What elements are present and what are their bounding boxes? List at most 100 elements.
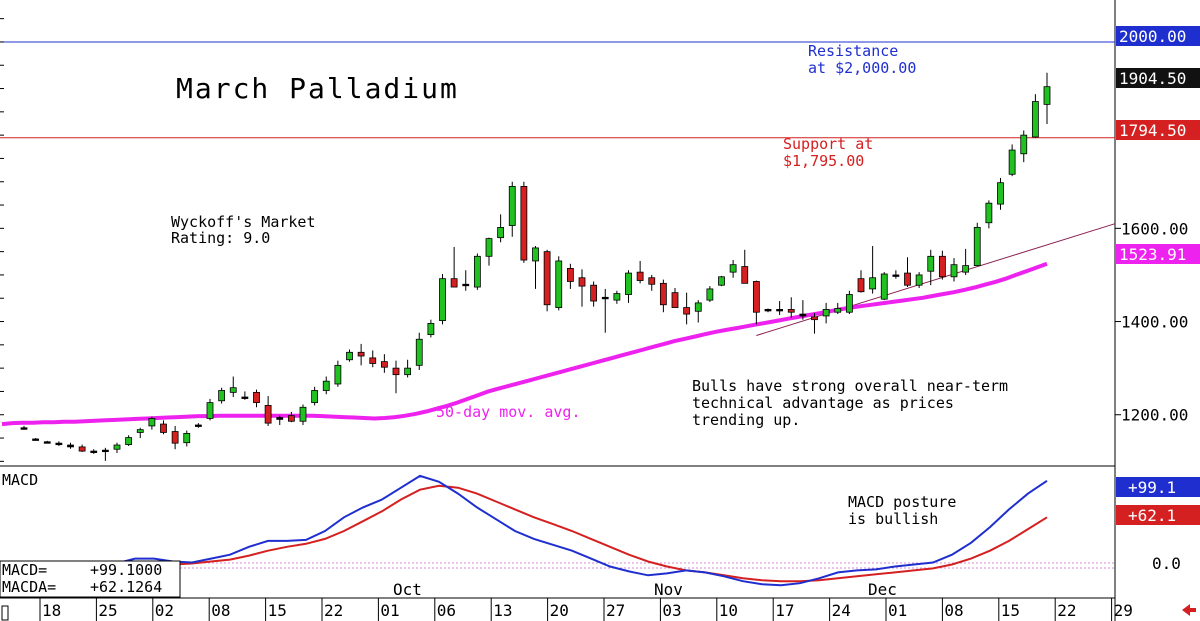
candle-up [985,202,993,224]
date-tick-label: 27 [606,601,625,620]
last-price-tag: 1904.50 [1116,68,1200,88]
price-tick-label: 1400.00 [1121,313,1188,332]
date-axis-ticks: 18 25 02 08 15 22 01 06 13 20 27 03 10 17 24 01 08 15 22 29 [39,598,1133,621]
candle-up [427,323,435,335]
candle-down [380,361,388,368]
candle-up [706,288,714,301]
candle-up [462,283,470,287]
svg-text:1794.50: 1794.50 [1119,121,1186,140]
date-tick-label: 22 [1057,601,1076,620]
date-tick-label: 08 [944,601,963,620]
candle-down [43,441,51,444]
price-tick-label: 1600.00 [1121,219,1188,238]
candle-up [1020,134,1028,155]
candle-down [55,442,63,446]
candle-down [683,307,691,315]
svg-text:2000.00: 2000.00 [1119,27,1186,46]
candle-down [287,415,295,422]
candle-down [566,268,574,282]
candle-up [613,293,621,301]
macd-zero-tick-label: 0.0 [1152,554,1181,573]
svg-text:+62.1: +62.1 [1128,506,1176,525]
moving-average-annotation: 50-day mov. avg. [436,403,581,421]
candle-down [648,277,656,285]
date-tick-label: 22 [324,601,343,620]
candle-down [78,446,86,452]
chart-frames [0,0,1116,621]
scroll-left-arrow-icon[interactable] [1182,604,1196,616]
date-tick-label: 25 [98,601,117,620]
date-tick-label: 24 [832,601,851,620]
candle-up [497,227,505,239]
date-tick-label: 03 [662,601,681,620]
candle-up [473,255,481,288]
candle-up [822,309,830,317]
candle-up [113,444,121,450]
rating-annotation-line1: Wyckoff's Market [171,213,316,231]
resistance-annotation-line2: at $2,000.00 [808,59,916,77]
candle-down [357,351,365,357]
candle-down [369,357,377,364]
support-price-tag: 1794.50 [1116,120,1200,140]
candle-down [671,292,679,308]
rating-annotation-line2: Rating: 9.0 [171,229,270,247]
macd-annotation-line1: MACD posture [848,493,956,511]
outlook-annotation-line2: technical advantage as prices [692,394,954,412]
candle-up [694,302,702,312]
candle-up [229,387,237,393]
candle-up [346,351,353,361]
candle-down [659,282,667,306]
candle-up [299,406,307,422]
candle-down [938,255,946,278]
candle-down [787,309,795,313]
candle-down [799,313,807,317]
macd-panel-title: MACD [2,471,38,489]
svg-text:1523.91: 1523.91 [1119,245,1186,264]
candle-up [183,432,191,444]
candle-up [764,309,772,312]
macd-legend-box: MACD= +99.1000 MACDA= +62.1264 [0,560,181,598]
candle-up [997,182,1004,205]
candle-up [1043,86,1051,105]
macd-legend-value: +99.1000 [90,561,162,579]
candle-down [253,391,260,404]
candle-up [415,338,423,366]
date-tick-label: 29 [1114,601,1133,620]
candle-up [334,364,342,385]
svg-text:1904.50: 1904.50 [1119,69,1186,88]
month-label-dec: Dec [868,580,897,599]
macda-value-tag: +62.1 [1116,505,1200,525]
moving-average-line [1,261,1048,427]
svg-text:+99.1: +99.1 [1128,478,1176,497]
candle-up [718,276,725,286]
candle-up [101,449,109,453]
price-tick-label: 1200.00 [1121,406,1188,425]
date-tick-label: 13 [493,601,512,620]
scroll-left-marker[interactable] [1,605,9,621]
resistance-annotation-line1: Resistance [808,42,898,60]
candle-up [1008,149,1016,175]
candle-up [973,227,981,267]
support-annotation-line1: Support at [783,135,873,153]
candle-down [160,423,167,433]
date-tick-label: 15 [1001,601,1020,620]
macda-legend-value: +62.1264 [90,578,162,596]
candle-up [962,265,970,273]
candle-up [322,380,330,391]
date-tick-label: 18 [42,601,61,620]
candle-down [857,278,865,293]
candle-up [485,238,493,257]
outlook-annotation-line3: trending up. [692,411,800,429]
support-annotation-line2: $1,795.00 [783,152,864,170]
candle-up [776,309,784,312]
candle-up [32,438,40,441]
date-tick-label: 06 [437,601,456,620]
price-axis-ticks: 1200.00 1400.00 1600.00 [0,18,1188,462]
date-tick-label: 02 [155,601,174,620]
candle-up [1031,101,1039,138]
candle-up [834,308,842,313]
date-tick-label: 17 [775,601,794,620]
macd-annotation-line2: is bullish [848,510,938,528]
candle-up [508,185,516,226]
